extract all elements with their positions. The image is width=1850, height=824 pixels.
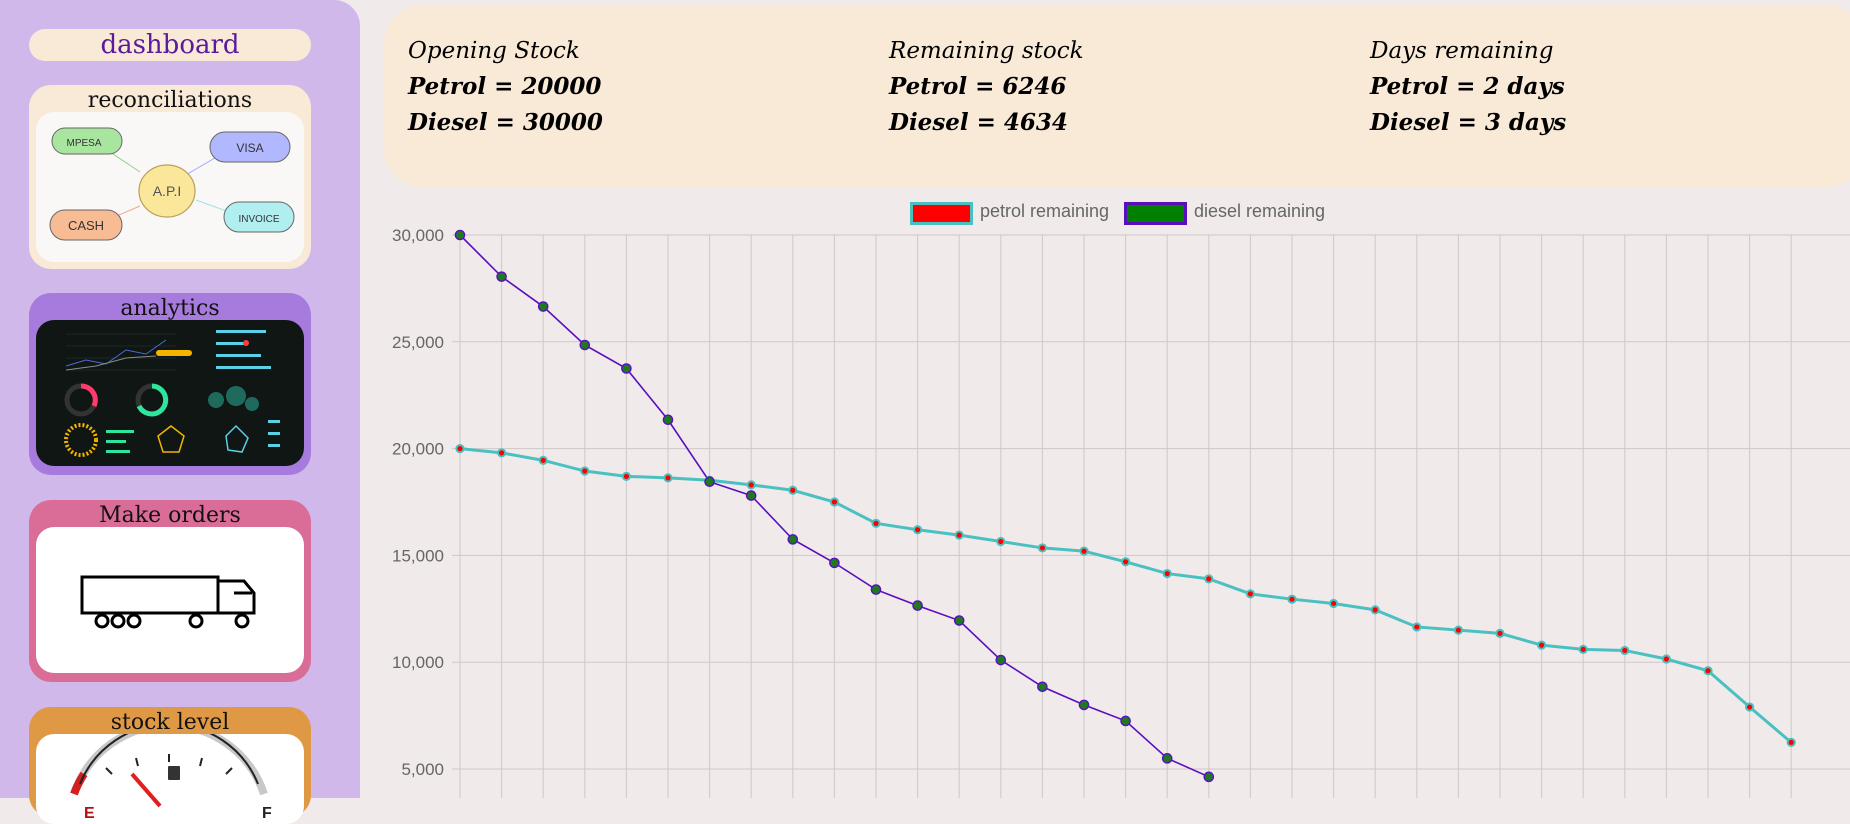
- petrol-data-point[interactable]: [1204, 574, 1214, 584]
- petrol-data-point[interactable]: [1121, 557, 1131, 567]
- cash-label: CASH: [68, 218, 104, 233]
- sidebar: dashboard reconciliations A.P.I MPESA VI…: [0, 0, 360, 824]
- petrol-data-point[interactable]: [1037, 543, 1048, 553]
- analytics-card[interactable]: analytics: [29, 293, 311, 475]
- petrol-data-point[interactable]: [455, 444, 465, 454]
- reconciliations-diagram: A.P.I MPESA VISA CASH INVOICE: [36, 112, 304, 262]
- petrol-data-point[interactable]: [746, 480, 756, 490]
- gauge-empty-label: E: [84, 805, 95, 822]
- diesel-data-point[interactable]: [870, 584, 882, 595]
- chart-points: [454, 229, 1796, 783]
- mpesa-label: MPESA: [66, 138, 101, 149]
- petrol-data-point[interactable]: [1703, 666, 1713, 676]
- petrol-data-point[interactable]: [913, 525, 923, 535]
- remaining-petrol: Petrol = 6246: [889, 73, 1067, 100]
- petrol-data-point[interactable]: [497, 448, 507, 458]
- petrol-data-point[interactable]: [1453, 625, 1464, 635]
- days-remaining-column: Days remaining Petrol = 2 days Diesel = …: [1370, 33, 1830, 141]
- legend-label-diesel[interactable]: diesel remaining: [1194, 201, 1326, 221]
- petrol-data-point[interactable]: [1079, 546, 1089, 556]
- remaining-stock-column: Remaining stock Petrol = 6246 Diesel = 4…: [889, 33, 1349, 141]
- petrol-data-point[interactable]: [1495, 628, 1505, 638]
- petrol-data-point[interactable]: [1287, 594, 1297, 604]
- diesel-data-point[interactable]: [1203, 771, 1215, 783]
- days-remaining-heading: Days remaining: [1370, 38, 1554, 64]
- petrol-data-point[interactable]: [1620, 645, 1630, 656]
- diesel-data-point[interactable]: [745, 490, 757, 501]
- invoice-label: INVOICE: [238, 214, 279, 225]
- petrol-data-point[interactable]: [1537, 640, 1547, 650]
- days-petrol: Petrol = 2 days: [1370, 73, 1565, 100]
- remaining-stock-heading: Remaining stock: [889, 38, 1084, 64]
- api-label: A.P.I: [153, 183, 182, 199]
- petrol-data-point[interactable]: [663, 473, 673, 483]
- petrol-data-point[interactable]: [788, 485, 798, 495]
- diesel-data-point[interactable]: [1078, 699, 1090, 711]
- opening-stock-heading: Opening Stock: [408, 38, 580, 64]
- analytics-title: analytics: [120, 296, 220, 321]
- api-diagram-image: A.P.I MPESA VISA CASH INVOICE: [49, 127, 295, 241]
- y-tick-label: 5,000: [401, 760, 444, 779]
- y-tick-label: 15,000: [392, 546, 444, 565]
- petrol-data-point[interactable]: [1329, 598, 1339, 609]
- diesel-data-point[interactable]: [579, 339, 591, 351]
- petrol-data-point[interactable]: [621, 471, 632, 481]
- analytics-dashboard-image: [36, 320, 304, 466]
- make-orders-card[interactable]: Make orders: [29, 500, 311, 682]
- petrol-data-point[interactable]: [1661, 654, 1672, 664]
- petrol-data-point[interactable]: [954, 530, 964, 540]
- petrol-data-point[interactable]: [1245, 589, 1256, 599]
- make-orders-title: Make orders: [99, 503, 241, 528]
- opening-stock-column: Opening Stock Petrol = 20000 Diesel = 30…: [408, 33, 868, 141]
- diesel-data-point[interactable]: [912, 600, 923, 611]
- opening-diesel: Diesel = 30000: [408, 109, 603, 136]
- petrol-data-point[interactable]: [538, 455, 548, 465]
- legend-label-petrol[interactable]: petrol remaining: [980, 201, 1110, 221]
- petrol-data-point[interactable]: [1162, 568, 1172, 579]
- diesel-data-point[interactable]: [829, 557, 840, 569]
- reconciliations-title: reconciliations: [87, 88, 253, 113]
- diesel-data-point[interactable]: [496, 271, 507, 282]
- y-tick-label: 20,000: [392, 440, 444, 459]
- diesel-data-point[interactable]: [704, 476, 715, 488]
- diesel-data-point[interactable]: [537, 301, 549, 312]
- y-axis-ticks: 30,000 25,000 20,000 15,000 10,000 5,000: [392, 226, 444, 779]
- legend-swatch-diesel[interactable]: [1124, 202, 1187, 225]
- opening-petrol: Petrol = 20000: [408, 73, 602, 100]
- petrol-data-point[interactable]: [580, 466, 590, 476]
- diesel-data-point[interactable]: [953, 615, 965, 626]
- diesel-data-point[interactable]: [787, 534, 799, 545]
- chart-grid: [452, 234, 1850, 798]
- diesel-data-point[interactable]: [454, 229, 466, 241]
- petrol-data-point[interactable]: [1745, 702, 1755, 712]
- diesel-data-point[interactable]: [1120, 715, 1131, 727]
- stock-remaining-chart: 30,000 25,000 20,000 15,000 10,000 5,000: [392, 226, 1850, 798]
- dashboard-button[interactable]: dashboard: [29, 29, 311, 61]
- reconciliations-card[interactable]: reconciliations A.P.I MPESA VISA CASH IN…: [29, 85, 311, 269]
- y-tick-label: 30,000: [392, 226, 444, 245]
- petrol-data-point[interactable]: [829, 497, 840, 507]
- truck-icon: [80, 575, 256, 629]
- y-tick-label: 10,000: [392, 653, 444, 672]
- diesel-data-point[interactable]: [1037, 681, 1048, 693]
- diesel-data-point[interactable]: [995, 654, 1007, 666]
- diesel-data-point[interactable]: [621, 363, 632, 374]
- days-diesel: Diesel = 3 days: [1370, 109, 1567, 136]
- stock-summary-panel: Opening Stock Petrol = 20000 Diesel = 30…: [384, 5, 1850, 187]
- petrol-data-point[interactable]: [1578, 644, 1588, 654]
- stock-level-title: stock level: [110, 710, 230, 735]
- truck-image: [36, 527, 304, 673]
- y-tick-label: 25,000: [392, 333, 444, 352]
- gauge-full-label: F: [262, 805, 272, 822]
- petrol-data-point[interactable]: [1786, 737, 1796, 747]
- diesel-data-point[interactable]: [662, 414, 674, 426]
- remaining-diesel: Diesel = 4634: [889, 109, 1068, 136]
- petrol-data-point[interactable]: [1412, 622, 1422, 632]
- petrol-data-point[interactable]: [871, 518, 881, 528]
- petrol-data-point[interactable]: [996, 536, 1006, 547]
- visa-label: VISA: [236, 141, 263, 155]
- petrol-data-point[interactable]: [1370, 605, 1380, 615]
- legend-swatch-petrol[interactable]: [910, 202, 973, 225]
- diesel-data-point[interactable]: [1161, 753, 1173, 764]
